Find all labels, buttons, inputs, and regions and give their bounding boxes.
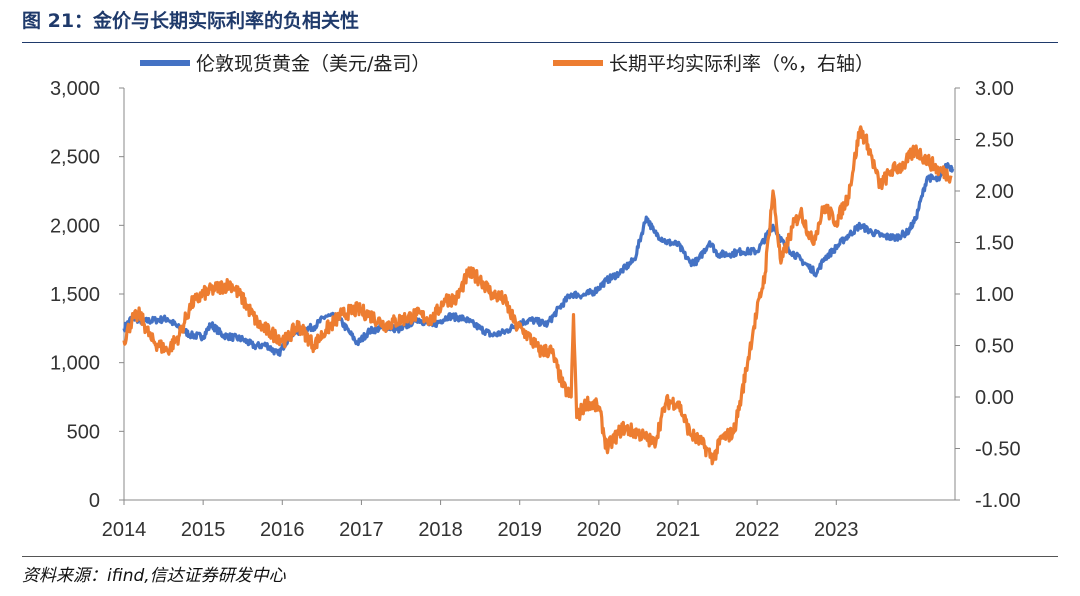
- y-left-tick-label: 2,500: [50, 147, 100, 169]
- chart-legend: 伦敦现货黄金（美元/盎司） 长期平均实际利率（%，右轴）: [140, 53, 874, 75]
- x-tick-label: 2018: [418, 519, 463, 541]
- y-right-tick-label: 0.50: [975, 336, 1014, 358]
- chart-canvas: 0 500 1,000 1,500 2,000 2,500 3,000 -1.00 -0.50 0…: [50, 53, 1021, 541]
- y-left-tick-label: 2,000: [50, 215, 100, 237]
- legend-label-gold: 伦敦现货黄金（美元/盎司）: [196, 53, 430, 75]
- y-left-tick-label: 3,000: [50, 78, 100, 100]
- y-left-tick-label: 1,500: [50, 284, 100, 306]
- source-rule: [22, 556, 1058, 557]
- x-tick-label: 2019: [497, 519, 542, 541]
- series-line-gold-price: [122, 162, 955, 357]
- source-note: 资料来源：ifind,信达证券研发中心: [22, 566, 286, 586]
- x-tick-label: 2021: [656, 519, 701, 541]
- x-tick-label: 2020: [577, 519, 622, 541]
- x-tick-label: 2023: [814, 519, 859, 541]
- y-right-tick-label: 3.00: [975, 78, 1014, 100]
- x-tick-label: 2015: [181, 519, 226, 541]
- chart-series: [122, 125, 955, 466]
- series-line-real-rate: [122, 125, 953, 466]
- legend-label-real-rate: 长期平均实际利率（%，右轴）: [609, 53, 874, 75]
- y-left-tick-label: 0: [89, 490, 100, 512]
- y-right-tick-label: -1.00: [975, 490, 1021, 512]
- x-tick-label: 2017: [339, 519, 384, 541]
- y-right-tick-label: -0.50: [975, 439, 1021, 461]
- y-right-tick-label: 1.00: [975, 284, 1014, 306]
- y-right-tick-label: 0.00: [975, 387, 1014, 409]
- y-right-tick-label: 1.50: [975, 233, 1014, 255]
- chart-axes: 0 500 1,000 1,500 2,000 2,500 3,000 -1.00 -0.50 0…: [50, 78, 1021, 541]
- x-tick-label: 2016: [260, 519, 305, 541]
- y-left-tick-label: 500: [67, 421, 100, 443]
- y-right-tick-label: 2.00: [975, 181, 1014, 203]
- y-left-tick-label: 1,000: [50, 353, 100, 375]
- x-tick-label: 2014: [102, 519, 147, 541]
- figure-title: 图 21：金价与长期实际利率的负相关性: [22, 10, 360, 32]
- title-rule: [22, 42, 1058, 43]
- y-right-tick-label: 2.50: [975, 130, 1014, 152]
- x-tick-label: 2022: [735, 519, 780, 541]
